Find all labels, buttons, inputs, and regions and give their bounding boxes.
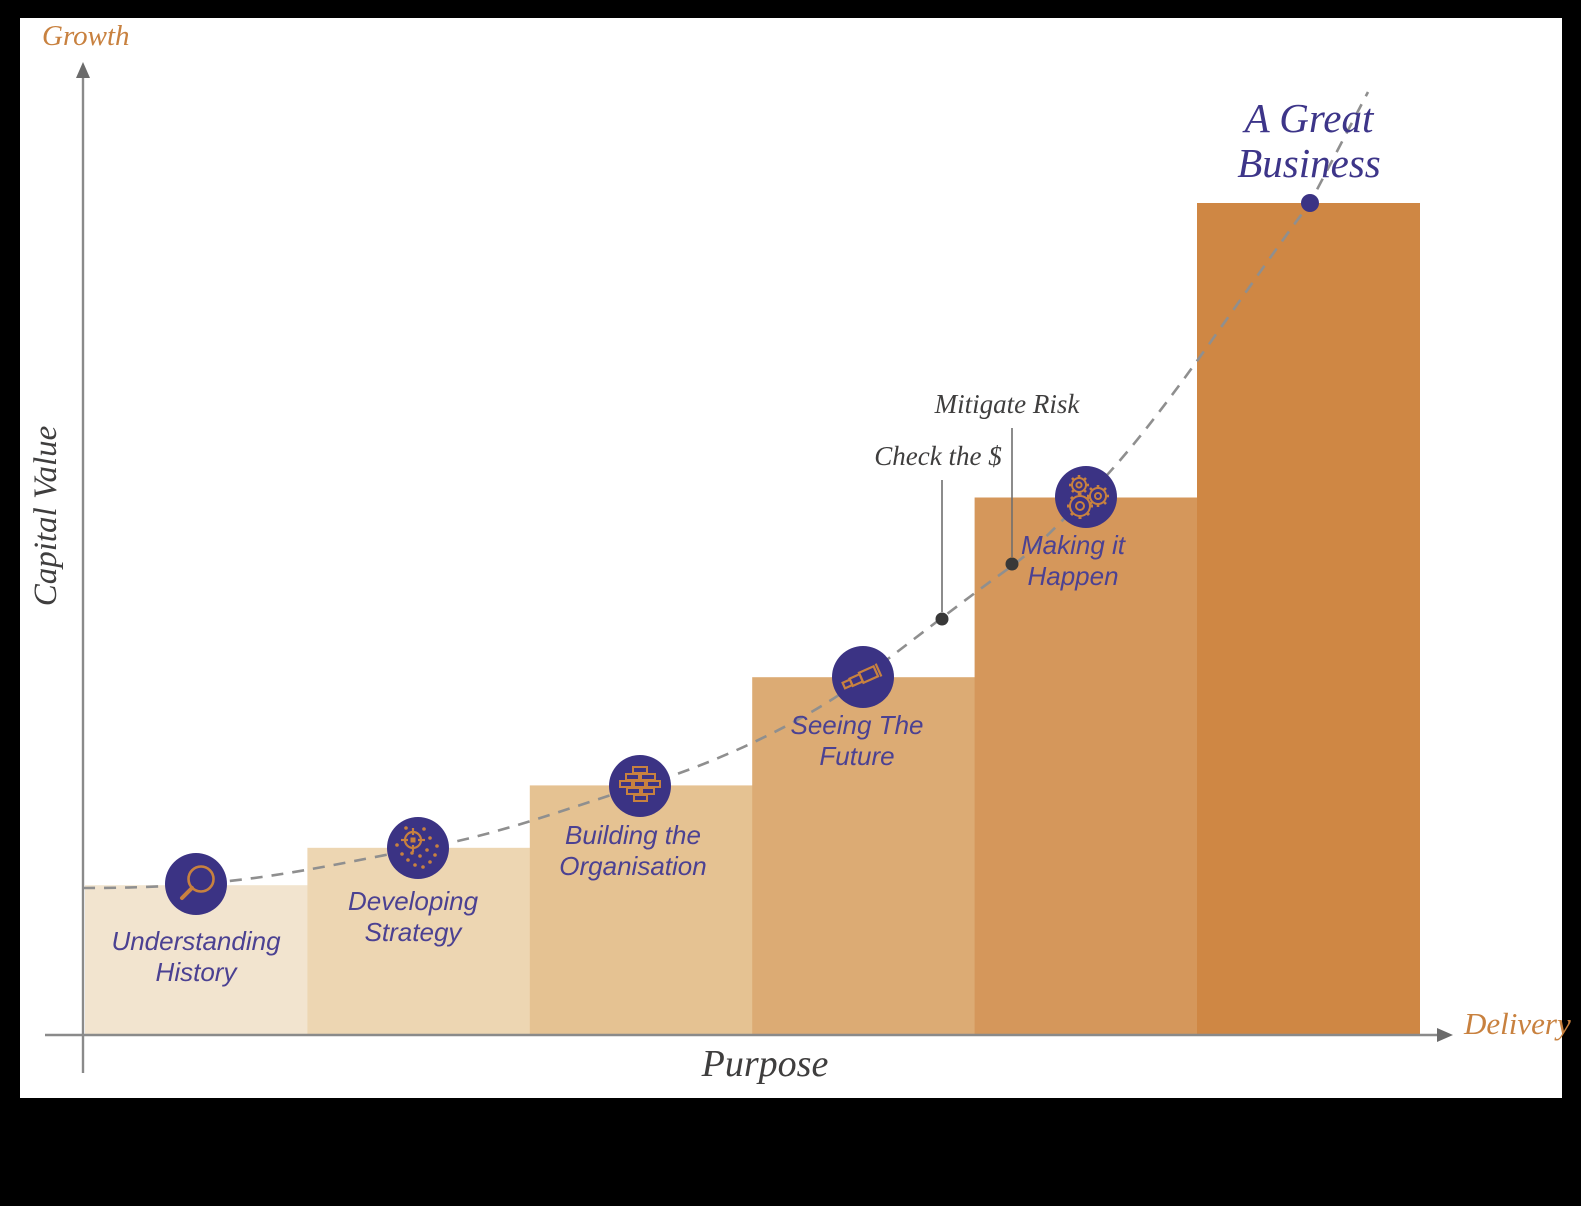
target-icon [387,817,449,879]
apex-dot [1301,194,1319,212]
check-the-dollar-connector [935,480,949,626]
check-the-dollar-dot [935,612,949,626]
x-axis-arrowhead [1437,1028,1453,1042]
x-axis [45,1028,1453,1042]
growth-curve [82,91,1370,890]
bars-group [85,203,1420,1035]
bar-making-it-happen [974,497,1198,1035]
bar-seeing-the-future [752,677,976,1035]
bar-developing-strategy [307,847,531,1035]
bricks-icon [609,755,671,817]
mitigate-risk-connector [1005,428,1019,571]
mitigate-risk-dot [1005,557,1019,571]
y-axis [76,62,90,1073]
gears-icon [1055,466,1117,528]
bar-building-the-organisation [529,785,753,1035]
magnifier-icon [165,853,227,915]
telescope-icon [832,646,894,708]
bar-a-great-business [1197,203,1420,1035]
y-axis-arrowhead [76,62,90,78]
